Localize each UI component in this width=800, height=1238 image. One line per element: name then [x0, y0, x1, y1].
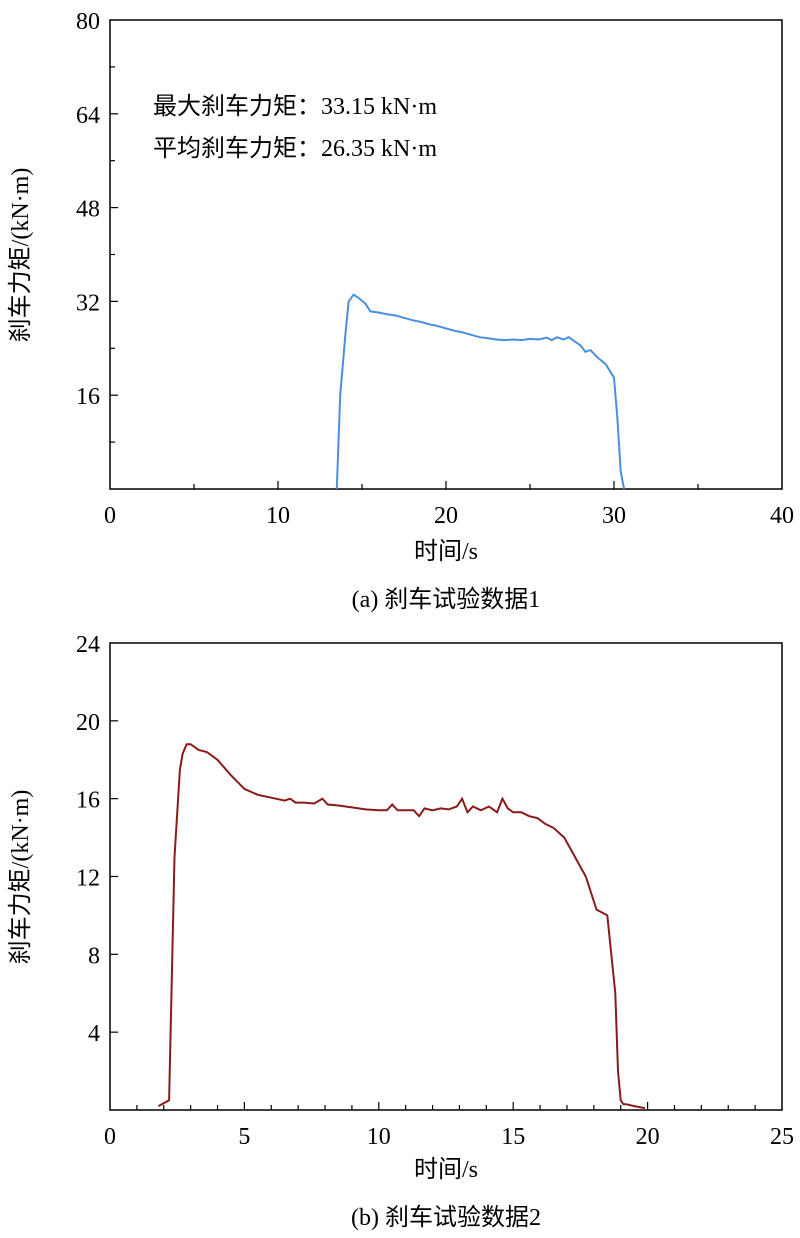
- tick-labels: 0 10 20 30 40 16 32 48 64 80: [76, 9, 794, 529]
- x-tick-label: 0: [104, 503, 116, 529]
- series-line: [335, 293, 626, 490]
- y-tick-label: 80: [76, 9, 100, 35]
- y-tick-label: 4: [88, 1021, 100, 1047]
- tick-labels: 0 5 10 15 20 25 4 8 12 16 20 24: [76, 632, 794, 1150]
- y-tick-label: 20: [76, 710, 100, 736]
- y-axis-title: 刹车力矩/(kN·m): [7, 168, 34, 343]
- x-tick-label: 10: [367, 1124, 391, 1150]
- annotation-avg-torque: 平均刹车力矩：26.35 kN·m: [153, 135, 437, 162]
- y-axis-title: 刹车力矩/(kN·m): [7, 790, 34, 965]
- chart-panel-a: 0 10 20 30 40 16 32 48 64 80 时间/s 刹车力矩/(kN·m) 最大刹…: [7, 9, 794, 613]
- x-tick-label: 5: [238, 1124, 250, 1150]
- x-tick-label: 25: [770, 1124, 794, 1150]
- y-tick-label: 24: [76, 632, 100, 658]
- caption-a: (a) 刹车试验数据1: [352, 586, 541, 613]
- y-tick-label: 16: [76, 788, 100, 814]
- y-tick-label: 12: [76, 866, 100, 892]
- y-tick-label: 8: [88, 943, 100, 969]
- x-tick-label: 30: [602, 503, 626, 529]
- annotation-max-torque: 最大刹车力矩：33.15 kN·m: [153, 93, 437, 120]
- x-tick-label: 10: [266, 503, 290, 529]
- plot-frame: [109, 642, 783, 1111]
- caption-b: (b) 刹车试验数据2: [351, 1204, 541, 1231]
- tick-marks: [110, 720, 756, 1110]
- x-tick-label: 20: [434, 503, 458, 529]
- plot-frame: [109, 19, 783, 490]
- series-line: [157, 743, 646, 1110]
- y-tick-label: 32: [76, 290, 100, 316]
- y-tick-label: 64: [76, 103, 100, 129]
- x-axis-title: 时间/s: [414, 538, 478, 565]
- tick-marks: [110, 66, 699, 489]
- x-tick-label: 15: [501, 1124, 525, 1150]
- x-tick-label: 0: [104, 1124, 116, 1150]
- chart-panel-b: 0 5 10 15 20 25 4 8 12 16 20 24 时间/s 刹车力矩/(kN·m) (b…: [7, 632, 794, 1231]
- x-axis-title: 时间/s: [414, 1156, 478, 1183]
- x-tick-label: 40: [770, 503, 794, 529]
- y-tick-label: 16: [76, 384, 100, 410]
- y-tick-label: 48: [76, 197, 100, 223]
- x-tick-label: 20: [636, 1124, 660, 1150]
